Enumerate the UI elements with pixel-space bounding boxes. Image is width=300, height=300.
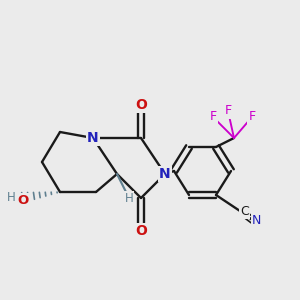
Text: F: F [248,110,256,124]
Text: O: O [135,224,147,238]
Text: F: F [209,110,217,124]
Text: O: O [135,98,147,112]
Text: N: N [87,131,99,145]
Text: H: H [7,190,16,204]
Text: H: H [124,191,134,205]
Text: C: C [240,205,249,218]
Text: F: F [224,104,232,118]
Text: N: N [159,167,171,181]
Text: O: O [18,194,29,208]
Text: N: N [252,214,261,227]
